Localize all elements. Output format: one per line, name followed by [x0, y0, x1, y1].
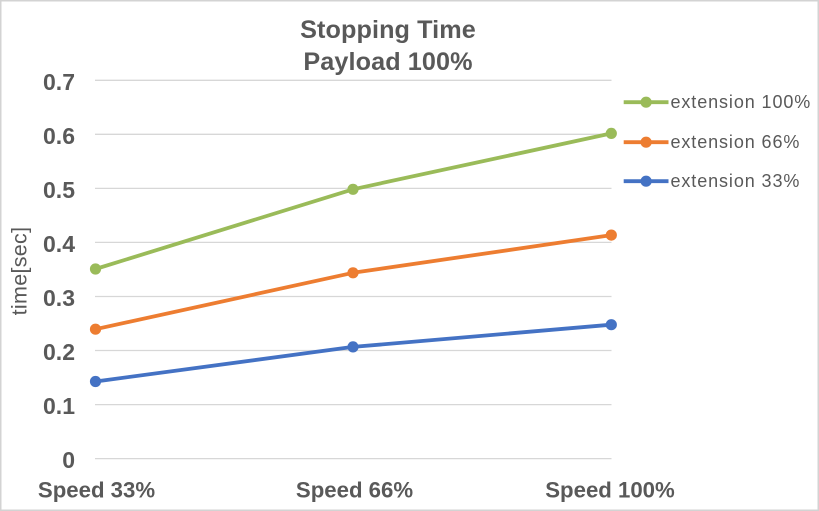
svg-text:0: 0 [62, 447, 75, 473]
svg-text:extension 66%: extension 66% [671, 132, 801, 152]
svg-text:Speed 33%: Speed 33% [38, 478, 155, 503]
svg-text:Payload 100%: Payload 100% [303, 48, 472, 76]
svg-text:0.2: 0.2 [43, 339, 75, 365]
svg-text:0.3: 0.3 [43, 285, 75, 311]
svg-text:extension 33%: extension 33% [671, 171, 801, 191]
svg-text:0.4: 0.4 [43, 231, 75, 257]
svg-text:Stopping Time: Stopping Time [300, 16, 476, 44]
svg-text:0.6: 0.6 [43, 123, 75, 149]
svg-text:extension 100%: extension 100% [671, 92, 812, 112]
svg-text:time[sec]: time[sec] [8, 227, 32, 316]
svg-text:0.7: 0.7 [43, 69, 75, 95]
svg-text:Speed 66%: Speed 66% [296, 478, 413, 503]
svg-text:Speed 100%: Speed 100% [545, 478, 675, 503]
svg-text:0.1: 0.1 [43, 393, 75, 419]
svg-text:0.5: 0.5 [43, 177, 75, 203]
